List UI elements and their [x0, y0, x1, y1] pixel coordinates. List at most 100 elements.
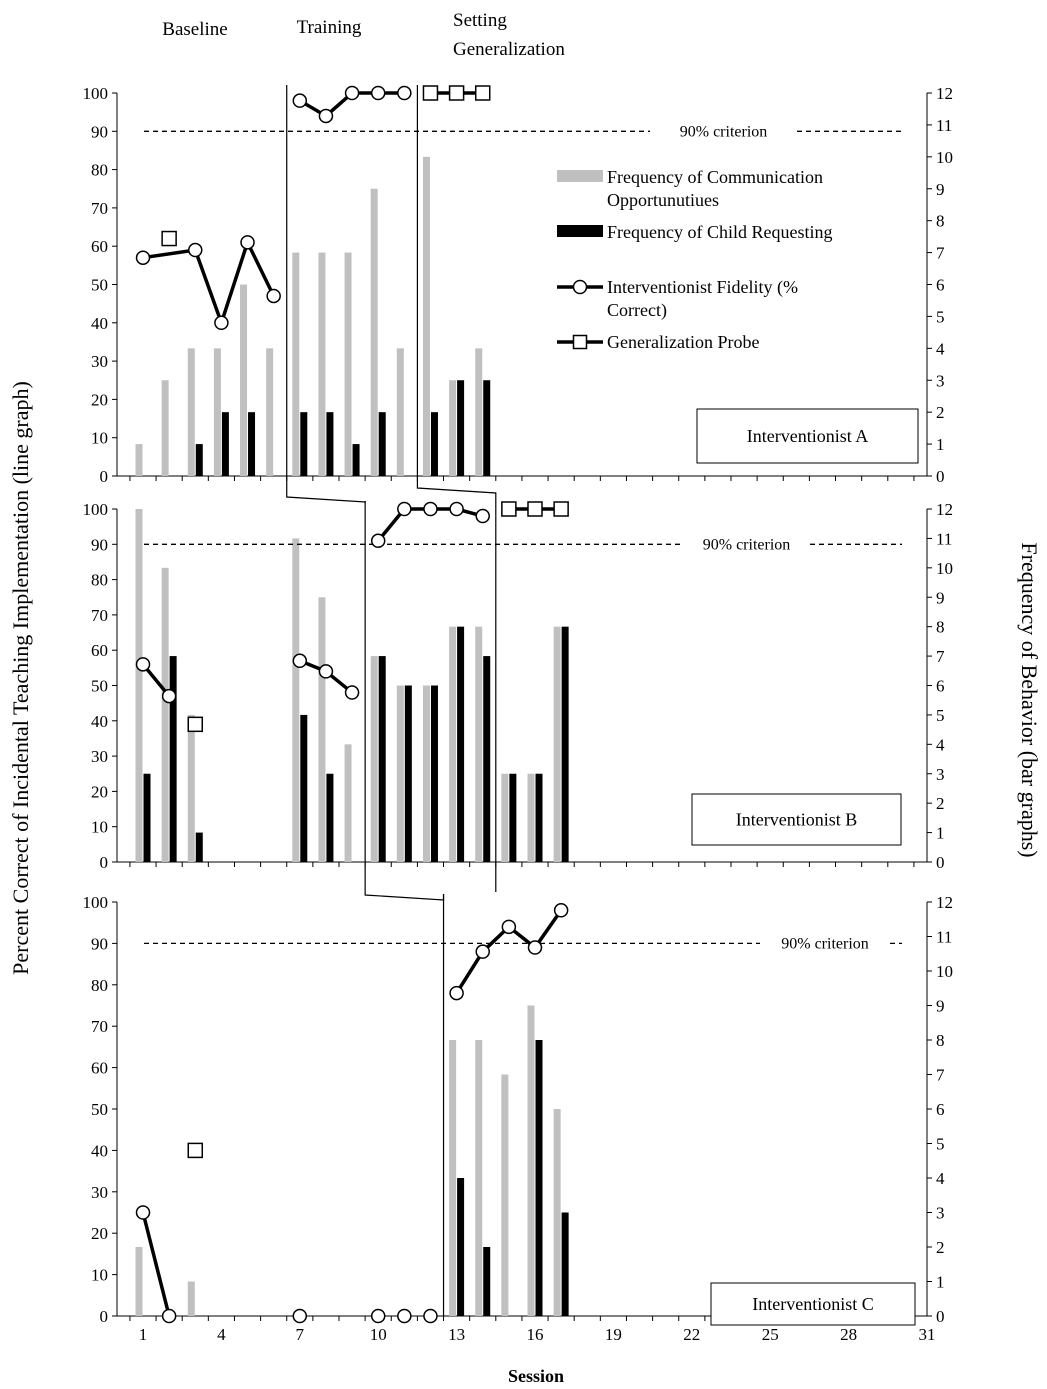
bar-requesting	[169, 656, 177, 862]
x-axis-title: Session	[508, 1366, 564, 1386]
x-tick-label: 22	[683, 1325, 700, 1344]
bar-opportunities	[475, 348, 483, 476]
y-left-tick-label: 30	[91, 747, 108, 766]
bar-requesting	[404, 685, 412, 862]
bar-opportunities	[292, 252, 300, 476]
bar-opportunities	[396, 348, 404, 476]
phase-label-setting: Setting	[453, 10, 507, 31]
y-right-tick-label: 7	[936, 1066, 945, 1085]
probe-point	[187, 716, 204, 733]
fidelity-point	[370, 1308, 386, 1324]
bar-opportunities	[344, 252, 352, 476]
y-right-tick-label: 6	[936, 276, 945, 295]
bar-requesting	[535, 1040, 543, 1316]
bar-opportunities	[553, 1109, 561, 1316]
x-tick-label: 16	[527, 1325, 544, 1344]
bar-opportunities	[501, 1074, 509, 1316]
bar-opportunities	[135, 509, 143, 862]
y-right-tick-label: 0	[936, 853, 945, 872]
y-right-tick-label: 8	[936, 1031, 945, 1050]
bar-requesting	[509, 773, 517, 862]
y-right-tick-label: 2	[936, 403, 945, 422]
bar-opportunities	[527, 1005, 535, 1316]
y-right-tick-label: 12	[936, 500, 953, 519]
y-right-tick-label: 4	[936, 339, 945, 358]
y-right-tick-label: 3	[936, 1204, 945, 1223]
bar-requesting	[195, 832, 203, 862]
y-left-tick-label: 50	[91, 1100, 108, 1119]
y-left-tick-label: 70	[91, 1017, 108, 1036]
y-left-tick-label: 0	[100, 467, 109, 486]
y-right-tick-label: 10	[936, 559, 953, 578]
legend-label-probe: Generalization Probe	[607, 332, 759, 352]
bar-requesting	[457, 1178, 465, 1316]
bar-requesting	[378, 656, 386, 862]
y-right-tick-label: 11	[936, 529, 952, 548]
fidelity-point	[161, 688, 177, 704]
bar-opportunities	[449, 1040, 457, 1316]
bar-requesting	[561, 1212, 569, 1316]
y-left-tick-label: 40	[91, 1141, 108, 1160]
y-right-tick-label: 7	[936, 244, 945, 263]
probe-point	[187, 1142, 204, 1159]
bar-requesting	[483, 656, 491, 862]
y-left-tick-label: 40	[91, 712, 108, 731]
phase-connector	[286, 476, 366, 503]
y-left-tick-label: 20	[91, 1224, 108, 1243]
y-right-tick-label: 10	[936, 148, 953, 167]
phase-label-generalization: Generalization	[453, 39, 565, 60]
bar-requesting	[326, 773, 334, 862]
panel-label: Interventionist B	[736, 810, 857, 830]
y-left-tick-label: 70	[91, 199, 108, 218]
panels: 0102030405060708090100012345678910111290…	[83, 84, 954, 1344]
x-tick-label: 1	[139, 1325, 148, 1344]
y-left-tick-label: 90	[91, 122, 108, 141]
legend-swatch-opportunities	[557, 170, 603, 182]
criterion-label: 90% criterion	[781, 935, 869, 952]
bar-opportunities	[318, 252, 326, 476]
fidelity-point	[370, 533, 386, 549]
probe-point	[422, 85, 439, 101]
bar-opportunities	[501, 773, 509, 862]
bar-opportunities	[161, 380, 169, 476]
fidelity-line	[141, 1212, 171, 1317]
y-axis-title-right: Frequency of Behavior (bar graphs)	[1017, 542, 1042, 857]
fidelity-point	[449, 985, 464, 1001]
fidelity-point	[475, 944, 490, 959]
bar-requesting	[248, 412, 256, 476]
phase-connector	[364, 862, 445, 901]
bar-requesting	[430, 685, 438, 862]
phase-connector	[416, 476, 497, 501]
probe-point	[501, 501, 517, 517]
y-right-tick-label: 1	[936, 1273, 945, 1292]
x-tick-label: 7	[296, 1325, 305, 1344]
panel-label-box	[710, 1282, 916, 1326]
y-left-tick-label: 100	[83, 500, 109, 519]
bar-requesting	[483, 1247, 491, 1316]
bar-requesting	[457, 626, 465, 862]
y-left-tick-label: 0	[100, 853, 109, 872]
y-left-tick-label: 80	[91, 571, 108, 590]
legend-marker-probe	[572, 334, 588, 350]
bar-opportunities	[187, 714, 195, 862]
fidelity-point	[266, 288, 281, 304]
fidelity-point	[370, 85, 386, 101]
bar-opportunities	[422, 156, 430, 477]
legend-label-fidelity-line2: Correct)	[607, 300, 667, 321]
y-right-tick-label: 11	[936, 928, 952, 947]
panel-label-box	[696, 408, 919, 464]
y-right-tick-label: 8	[936, 618, 945, 637]
fidelity-point	[292, 93, 308, 108]
bar-requesting	[352, 444, 360, 476]
fidelity-point	[397, 1308, 412, 1324]
bar-opportunities	[266, 348, 274, 476]
x-tick-label: 19	[605, 1325, 622, 1344]
bar-requesting	[326, 412, 334, 476]
fidelity-point	[292, 653, 308, 669]
y-left-tick-label: 10	[91, 818, 108, 837]
y-left-tick-label: 50	[91, 677, 108, 696]
y-right-tick-label: 2	[936, 794, 945, 813]
y-right-tick-label: 11	[936, 116, 952, 135]
bar-opportunities	[240, 284, 248, 476]
